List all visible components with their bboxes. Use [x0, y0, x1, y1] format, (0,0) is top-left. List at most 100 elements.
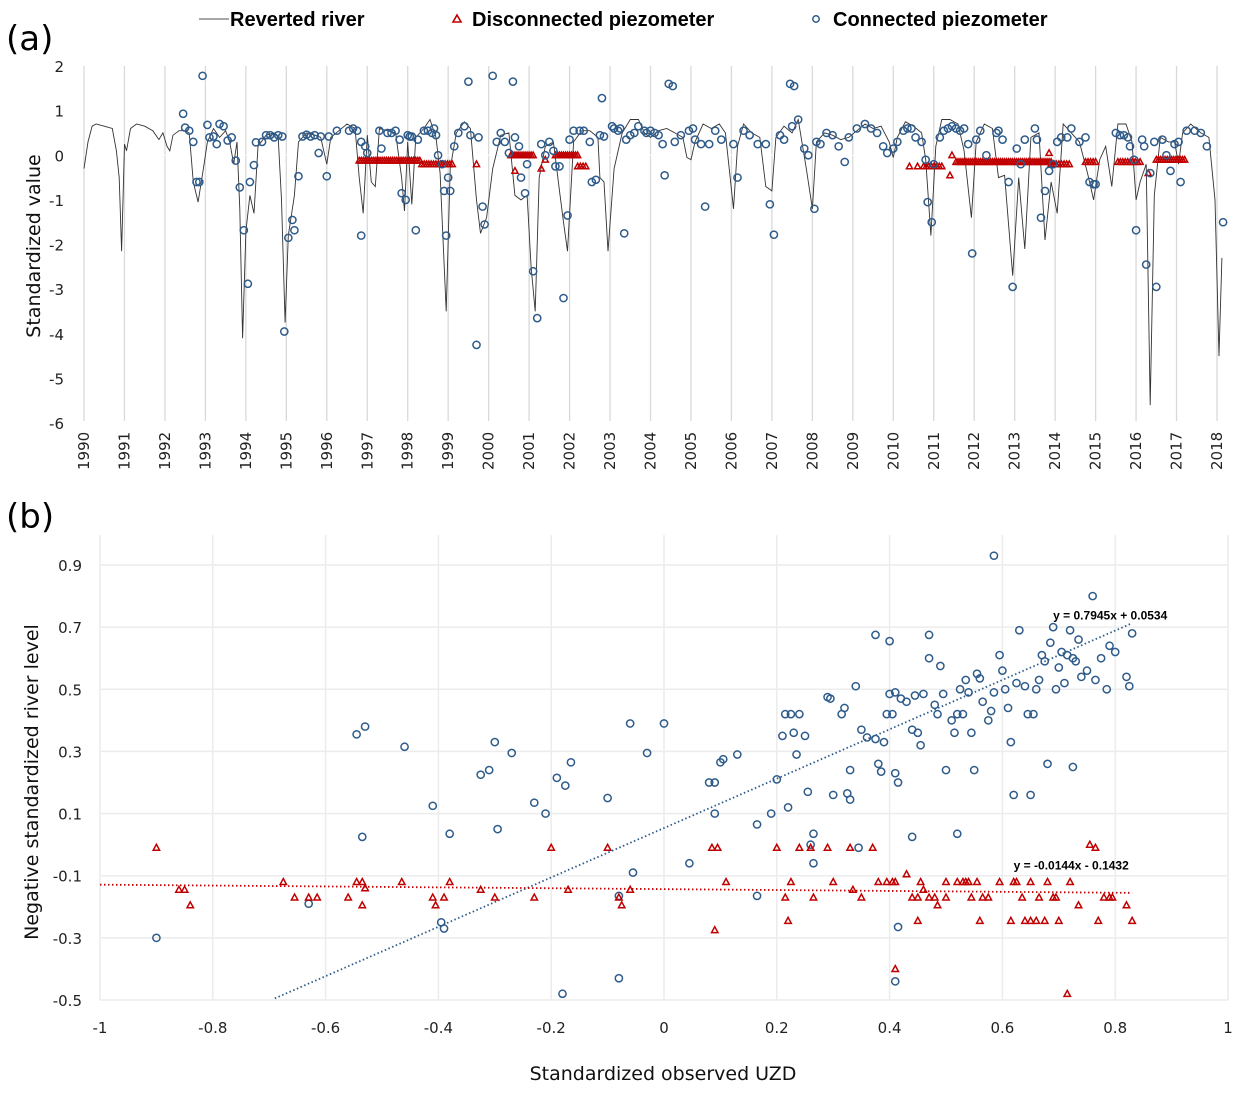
panel-b-x-tick-label: 1 [1223, 1019, 1233, 1037]
panel-a-connected-point [1149, 137, 1159, 147]
panel-b-disconnected-point [794, 842, 804, 852]
panel-b-disconnected-point [975, 915, 985, 925]
panel-a-connected-point [729, 139, 738, 149]
panel-a-connected-point [1196, 128, 1206, 138]
panel-a-connected-point [203, 120, 212, 130]
panel-a-connected-point [569, 126, 578, 136]
panel-a-connected-point [787, 121, 797, 131]
panel-b-connected-markers [152, 551, 1137, 999]
panel-a-connected-point [528, 266, 538, 276]
panel-b-connected-point [704, 778, 714, 787]
panel-a-connected-point [704, 139, 714, 149]
panel-a-connected-point [998, 135, 1007, 144]
panel-b-connected-point [710, 809, 720, 818]
panel-a-connected-point [1081, 133, 1090, 142]
panel-a-connected-point [504, 148, 514, 158]
panel-b-disconnected-point [707, 842, 717, 852]
panel-a-connected-markers [178, 71, 1228, 350]
panel-a-connected-point [799, 144, 809, 153]
panel-a-connected-point [294, 171, 303, 181]
panel-a-connected-point [660, 170, 670, 180]
panel-b-disconnected-point [278, 876, 288, 886]
panel-a-connected-point [929, 159, 939, 169]
panel-a-x-tick-label: 2010 [884, 432, 902, 470]
panel-b-disconnected-point [913, 892, 923, 901]
panel-a-y-tick-label: -2 [49, 237, 64, 255]
panel-b-disconnected-point [856, 892, 866, 901]
panel-b-x-tick-label: -0.2 [537, 1019, 566, 1037]
panel-b-connected-point [893, 778, 903, 787]
panel-a-connected-point [696, 139, 706, 149]
panel-a-connected-point [903, 124, 912, 133]
panel-a-disconnected-point [913, 161, 922, 170]
panel-b-disconnected-point [1026, 876, 1036, 886]
panel-a-disconnected-point [447, 159, 457, 168]
panel-b-connected-point [840, 703, 849, 713]
panel-b-connected-point [541, 809, 550, 818]
panel-a-connected-point [431, 130, 441, 140]
panel-b-x-tick-label: 0.4 [878, 1019, 902, 1037]
panel-a-connected-point [316, 132, 326, 141]
panel-b-connected-point [828, 790, 838, 800]
panel-b-disconnected-point [902, 869, 912, 878]
panel-a-connected-point [1062, 133, 1072, 142]
panel-b-disconnected-point [890, 876, 900, 886]
panel-b-connected-point [476, 770, 486, 780]
panel-a-x-tick-label: 2008 [803, 432, 821, 470]
panel-a-x-tick-label: 1995 [277, 432, 295, 470]
panel-a-connected-point [395, 135, 404, 144]
panel-a-connected-point [488, 71, 498, 81]
panel-a-connected-point [1202, 141, 1212, 151]
panel-a-connected-point [690, 135, 700, 144]
panel-b-x-tick-label: -0.6 [311, 1019, 340, 1037]
panel-b-disconnected-point [1090, 842, 1100, 852]
panel-b-connected-point [967, 728, 976, 738]
panel-a-connected-point [559, 293, 568, 303]
panel-b-disconnected-point [1031, 915, 1041, 925]
panel-a-connected-point [994, 126, 1003, 136]
panel-a-connected-point [288, 215, 297, 225]
panel-a-connected-point [597, 93, 607, 103]
panel-b-disconnected-point [614, 892, 624, 901]
panel-b-connected-point [1045, 638, 1055, 648]
panel-b-connected-point [803, 787, 813, 797]
panel-b-connected-point [975, 674, 985, 683]
panel-a-connected-point [375, 126, 384, 136]
panel-a-connected-point [1032, 135, 1042, 144]
panel-b-disconnected-point [185, 900, 195, 909]
panel-b-connected-point [484, 765, 494, 775]
panel-b-connected-point [924, 630, 934, 640]
panel-a-disconnected-point [472, 159, 481, 168]
panel-a-connected-point [565, 135, 574, 144]
panel-b-connected-point [845, 765, 855, 775]
panel-b-disconnected-point [1034, 892, 1044, 901]
panel-b-connected-point [851, 681, 861, 691]
panel-b-connected-point [685, 858, 694, 868]
panel-b-connected-point [907, 832, 917, 842]
panel-b-connected-point [493, 824, 502, 834]
panel-b-disconnected-point [1006, 915, 1016, 925]
panel-b-disconnected-point [868, 842, 878, 852]
panel-a-connected-point [356, 137, 366, 147]
panel-a-connected-point [769, 230, 779, 240]
panel-b-connected-point [1077, 672, 1086, 682]
panel-a-disconnected-point [905, 161, 914, 170]
panel-b-x-tick-label: -0.8 [198, 1019, 227, 1037]
panel-b-connected-point [890, 768, 900, 778]
panel-a-connected-point [840, 157, 850, 167]
panel-b-disconnected-point [972, 876, 982, 886]
panel-a-connected-point [888, 144, 898, 153]
panel-a-connected-point [563, 211, 572, 220]
panel-b-connected-point [871, 630, 880, 640]
panel-b-disconnected-point [924, 892, 934, 901]
panel-a-connected-point [892, 137, 902, 147]
panel-b-connected-point [879, 737, 889, 747]
panel-b-disconnected-point [983, 892, 993, 901]
panel-a-connected-point [314, 148, 324, 158]
panel-a-connected-point [595, 130, 605, 140]
panel-a-y-tick-labels: 2 1 0 -1 -2 -3 -4 -5 -6 [49, 58, 64, 433]
panel-a-connected-point [975, 126, 985, 136]
legend-item-disconnected: Disconnected piezometer [451, 9, 715, 31]
panel-a-connected-point [621, 135, 631, 144]
panel-b-connected-point [854, 843, 863, 853]
